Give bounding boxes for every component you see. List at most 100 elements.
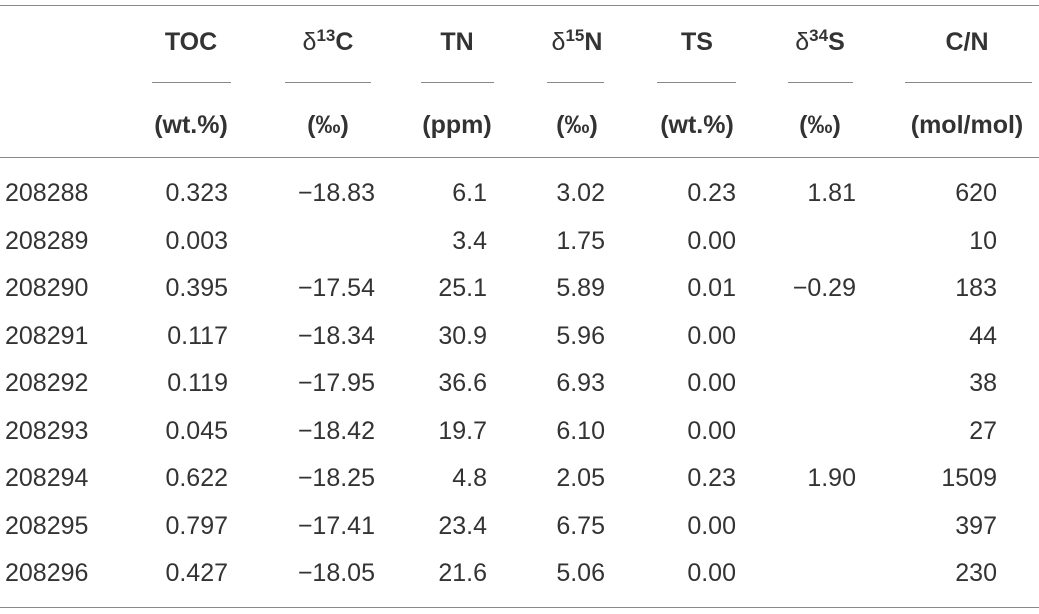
header-underline <box>547 82 604 83</box>
cell: 0.00 <box>687 226 736 255</box>
sample-id: 208292 <box>5 369 89 397</box>
cell: 397 <box>955 511 997 540</box>
column-header: δ34S <box>795 27 845 57</box>
cell: 0.117 <box>167 321 228 350</box>
cell: 5.96 <box>556 321 605 350</box>
cell: −18.25 <box>297 464 375 492</box>
top-rule <box>0 5 1039 6</box>
cell: 23.4 <box>438 511 487 540</box>
cell: 6.1 <box>452 179 487 207</box>
header-underline <box>152 82 231 83</box>
header-main: TS <box>681 28 713 56</box>
cell: 0.00 <box>687 559 736 587</box>
column-unit: (wt.%) <box>660 111 734 139</box>
cell: 0.00 <box>687 511 736 540</box>
cell: 0.00 <box>687 416 736 445</box>
cell: 21.6 <box>438 559 487 587</box>
cell: 620 <box>955 179 997 207</box>
header-prefix: δ <box>302 28 317 56</box>
cell: 0.427 <box>165 559 228 587</box>
header-prefix: δ <box>551 28 566 56</box>
header-sup: 34 <box>809 26 829 45</box>
cell: 3.4 <box>452 226 487 255</box>
cell: −0.29 <box>792 274 856 302</box>
sample-id: 208290 <box>5 274 89 302</box>
cell: 10 <box>969 226 997 255</box>
header-underline <box>657 82 736 83</box>
column-header: TOC <box>165 27 217 57</box>
column-unit: (‰) <box>307 111 349 139</box>
cell: 38 <box>969 369 997 397</box>
cell: 0.622 <box>165 464 228 492</box>
cell: 4.8 <box>452 464 487 492</box>
cell: −18.05 <box>297 559 375 587</box>
sample-id: 208289 <box>5 226 89 255</box>
sample-id: 208294 <box>5 464 89 492</box>
cell: 0.797 <box>165 511 228 540</box>
cell: 0.045 <box>165 416 228 445</box>
cell: 3.02 <box>556 179 605 207</box>
column-header: δ15N <box>552 27 603 57</box>
cell: 1509 <box>941 464 997 492</box>
header-prefix: δ <box>795 28 810 56</box>
cell: 0.23 <box>687 464 736 492</box>
column-unit: (‰) <box>799 111 841 139</box>
column-header: TS <box>681 27 713 57</box>
column-unit: (wt.%) <box>154 111 228 139</box>
cell: −17.54 <box>297 274 375 302</box>
sample-id: 208288 <box>5 179 89 207</box>
header-main: TN <box>440 28 474 56</box>
header-underline <box>421 82 494 83</box>
cell: −18.83 <box>297 179 375 207</box>
sample-id: 208293 <box>5 416 89 445</box>
cell: 6.10 <box>556 416 605 445</box>
cell: 230 <box>955 559 997 587</box>
cell: 0.395 <box>165 274 228 302</box>
cell: 19.7 <box>438 416 487 445</box>
cell: −18.42 <box>297 416 375 445</box>
column-unit: (mol/mol) <box>910 111 1024 139</box>
column-unit: (‰) <box>556 111 598 139</box>
header-underline <box>905 82 1032 83</box>
cell: 1.75 <box>556 226 605 255</box>
sample-id: 208296 <box>5 559 89 587</box>
cell: 5.89 <box>556 274 605 302</box>
cell: 5.06 <box>556 559 605 587</box>
cell: 1.90 <box>807 464 856 492</box>
cell: 36.6 <box>438 369 487 397</box>
header-main: C <box>335 28 354 56</box>
cell: 0.003 <box>165 226 228 255</box>
bottom-rule <box>0 607 1039 608</box>
sample-id: 208291 <box>5 321 89 350</box>
sample-id: 208295 <box>5 511 89 540</box>
cell: −17.41 <box>297 511 375 540</box>
cell: −17.95 <box>297 369 375 397</box>
column-unit: (ppm) <box>422 111 492 139</box>
header-sup: 13 <box>316 26 336 45</box>
header-underline <box>788 82 853 83</box>
column-header: TN <box>440 27 473 57</box>
column-header: δ13C <box>303 27 354 57</box>
cell: 0.119 <box>167 369 228 397</box>
header-sup: 15 <box>565 26 585 45</box>
cell: 30.9 <box>438 321 487 350</box>
cell: 27 <box>969 416 997 445</box>
cell: 0.00 <box>687 321 736 350</box>
cell: 1.81 <box>807 179 856 207</box>
cell: 2.05 <box>556 464 605 492</box>
cell: 44 <box>969 321 997 350</box>
cell: 6.93 <box>556 369 605 397</box>
header-main: TOC <box>164 28 218 56</box>
header-main: N <box>584 28 603 56</box>
cell: 0.00 <box>687 369 736 397</box>
cell: 25.1 <box>438 274 487 302</box>
cell: 0.323 <box>165 179 228 207</box>
column-header: C/N <box>945 27 988 57</box>
cell: 6.75 <box>556 511 605 540</box>
cell: −18.34 <box>297 321 375 350</box>
header-underline <box>285 82 371 83</box>
cell: 183 <box>955 274 997 302</box>
header-main: S <box>828 28 845 56</box>
cell: 0.23 <box>687 179 736 207</box>
